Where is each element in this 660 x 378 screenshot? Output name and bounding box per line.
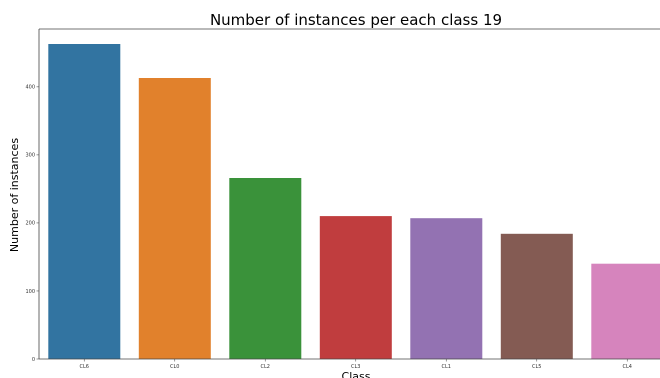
- x-tick-label: CL1: [442, 364, 451, 370]
- y-tick-label: 0: [32, 357, 35, 363]
- x-tick-label: CL2: [261, 364, 270, 370]
- y-tick-label: 300: [25, 153, 35, 159]
- chart-title: Number of instances per each class 19: [210, 11, 502, 29]
- bar-cl4: [591, 263, 660, 359]
- x-tick-label: CL3: [351, 364, 360, 370]
- x-tick-label: CL0: [170, 364, 179, 370]
- plot-area: CL6 CL0 CL2 CL3 CL1 CL5 CL4 0 100 200 300 400: [25, 28, 660, 370]
- y-axis-label: Number of instances: [8, 138, 21, 252]
- x-tick-label: CL6: [80, 364, 89, 370]
- bar-cl5: [500, 233, 573, 359]
- bar-cl2: [229, 178, 302, 359]
- y-tick-label: 200: [25, 221, 35, 227]
- x-tick-label: CL5: [532, 364, 541, 370]
- bar-cl3: [319, 216, 392, 359]
- bar-cl6: [48, 44, 121, 359]
- bar-cl0: [138, 78, 211, 359]
- y-tick-label: 400: [25, 85, 35, 91]
- bar-cl1: [410, 218, 483, 359]
- x-tick-label: CL4: [623, 364, 632, 370]
- y-tick-label: 100: [25, 289, 35, 295]
- x-axis-label: Class: [342, 370, 371, 378]
